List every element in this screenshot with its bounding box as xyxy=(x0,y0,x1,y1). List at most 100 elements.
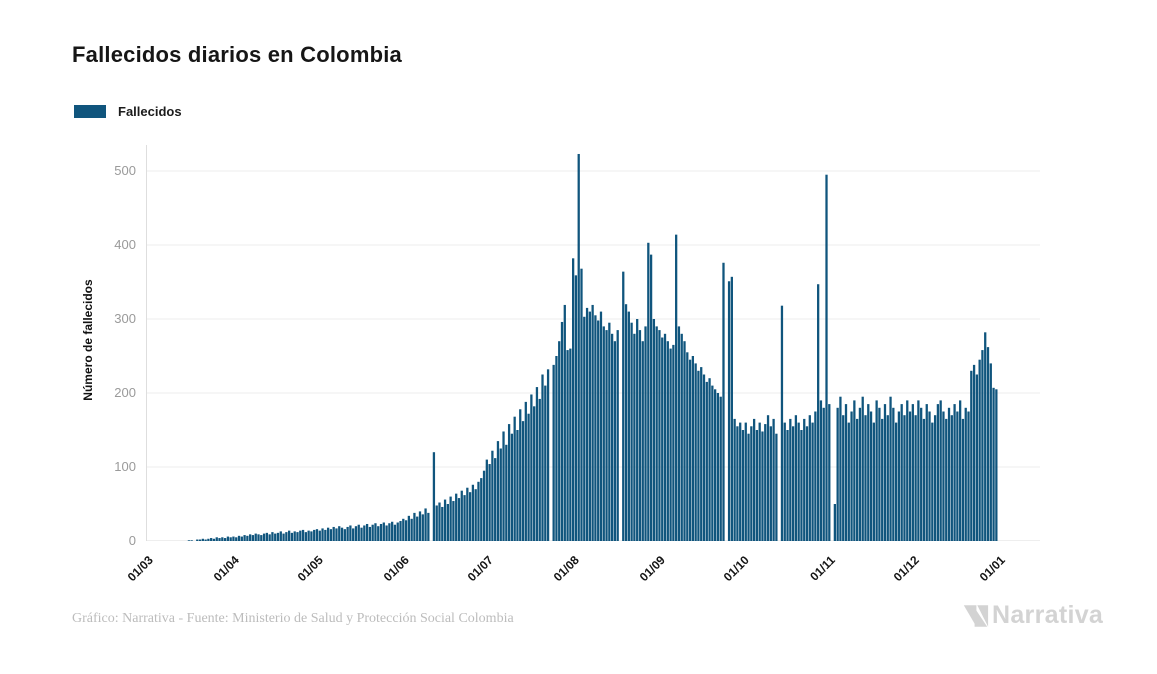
bar[interactable] xyxy=(786,430,789,541)
bar[interactable] xyxy=(452,501,455,541)
bar[interactable] xyxy=(995,389,998,541)
bar[interactable] xyxy=(794,415,798,541)
bar[interactable] xyxy=(480,478,483,541)
bar[interactable] xyxy=(630,322,633,541)
bar[interactable] xyxy=(391,521,394,541)
bar[interactable] xyxy=(772,418,775,541)
bar[interactable] xyxy=(864,415,867,541)
bar[interactable] xyxy=(688,359,692,541)
bar[interactable] xyxy=(552,364,555,541)
bar[interactable] xyxy=(791,426,795,541)
bar[interactable] xyxy=(585,307,589,541)
bar[interactable] xyxy=(560,321,564,541)
bar[interactable] xyxy=(889,396,892,541)
bar[interactable] xyxy=(638,330,642,541)
bar[interactable] xyxy=(580,268,583,541)
bar[interactable] xyxy=(872,422,875,541)
bar[interactable] xyxy=(811,422,814,541)
bar[interactable] xyxy=(922,418,926,541)
bar[interactable] xyxy=(268,534,271,541)
bar[interactable] xyxy=(496,441,500,541)
bar[interactable] xyxy=(825,174,828,541)
bar[interactable] xyxy=(714,389,717,541)
bar[interactable] xyxy=(970,370,973,541)
bar[interactable] xyxy=(842,415,845,541)
bar[interactable] xyxy=(908,411,912,542)
bar[interactable] xyxy=(641,341,644,541)
bar[interactable] xyxy=(407,515,411,541)
bar[interactable] xyxy=(471,484,475,541)
bar[interactable] xyxy=(365,523,369,541)
bar[interactable] xyxy=(446,504,449,541)
bar[interactable] xyxy=(978,359,981,541)
bar[interactable] xyxy=(928,411,931,542)
bar[interactable] xyxy=(839,396,842,541)
bar[interactable] xyxy=(246,535,249,541)
bar[interactable] xyxy=(677,326,681,541)
bar[interactable] xyxy=(299,530,302,541)
bar[interactable] xyxy=(424,508,427,541)
bar[interactable] xyxy=(237,535,241,541)
bar[interactable] xyxy=(215,537,218,541)
bar[interactable] xyxy=(755,430,759,541)
bar[interactable] xyxy=(494,458,497,541)
bar[interactable] xyxy=(597,320,600,541)
bar[interactable] xyxy=(780,305,784,541)
bar[interactable] xyxy=(313,529,316,541)
bar[interactable] xyxy=(251,535,255,541)
bar[interactable] xyxy=(243,535,246,541)
bar[interactable] xyxy=(357,524,360,541)
bar[interactable] xyxy=(853,400,856,541)
bar[interactable] xyxy=(736,426,739,541)
bar[interactable] xyxy=(984,332,987,541)
bar[interactable] xyxy=(605,330,608,541)
bar[interactable] xyxy=(992,387,995,541)
bar[interactable] xyxy=(285,532,288,541)
bar[interactable] xyxy=(413,512,416,541)
bar[interactable] xyxy=(613,341,617,541)
bar[interactable] xyxy=(249,534,252,541)
bar[interactable] xyxy=(274,533,277,541)
bar[interactable] xyxy=(393,524,397,541)
bar[interactable] xyxy=(318,530,321,541)
bar[interactable] xyxy=(212,538,216,541)
bar[interactable] xyxy=(697,370,700,541)
bar[interactable] xyxy=(563,304,566,541)
bar[interactable] xyxy=(663,333,667,541)
bar[interactable] xyxy=(338,526,341,541)
bar[interactable] xyxy=(722,262,725,541)
bar[interactable] xyxy=(761,431,764,541)
bar[interactable] xyxy=(226,536,230,541)
bar[interactable] xyxy=(833,504,837,541)
bar[interactable] xyxy=(727,281,731,541)
bar[interactable] xyxy=(187,540,191,541)
bar[interactable] xyxy=(463,495,466,541)
bar[interactable] xyxy=(460,490,463,541)
bar[interactable] xyxy=(953,404,956,541)
bar[interactable] xyxy=(989,363,992,541)
bar[interactable] xyxy=(466,487,469,541)
bar[interactable] xyxy=(633,333,636,541)
bar[interactable] xyxy=(867,404,870,541)
bar[interactable] xyxy=(223,538,227,541)
bar[interactable] xyxy=(516,430,519,541)
bar[interactable] xyxy=(694,363,697,541)
bar[interactable] xyxy=(942,411,945,542)
bar[interactable] xyxy=(354,526,358,541)
bar[interactable] xyxy=(382,522,385,542)
bar[interactable] xyxy=(744,422,747,541)
bar[interactable] xyxy=(800,430,803,541)
bar[interactable] xyxy=(435,505,438,541)
bar[interactable] xyxy=(805,426,809,541)
bar[interactable] xyxy=(856,418,859,541)
bar[interactable] xyxy=(296,532,299,541)
bar[interactable] xyxy=(204,539,207,541)
bar[interactable] xyxy=(680,333,683,541)
bar[interactable] xyxy=(797,422,800,541)
bar[interactable] xyxy=(432,452,436,541)
bar[interactable] xyxy=(858,407,862,541)
bar[interactable] xyxy=(636,319,639,541)
bar[interactable] xyxy=(881,418,884,541)
bar[interactable] xyxy=(897,411,901,542)
bar[interactable] xyxy=(588,311,591,541)
